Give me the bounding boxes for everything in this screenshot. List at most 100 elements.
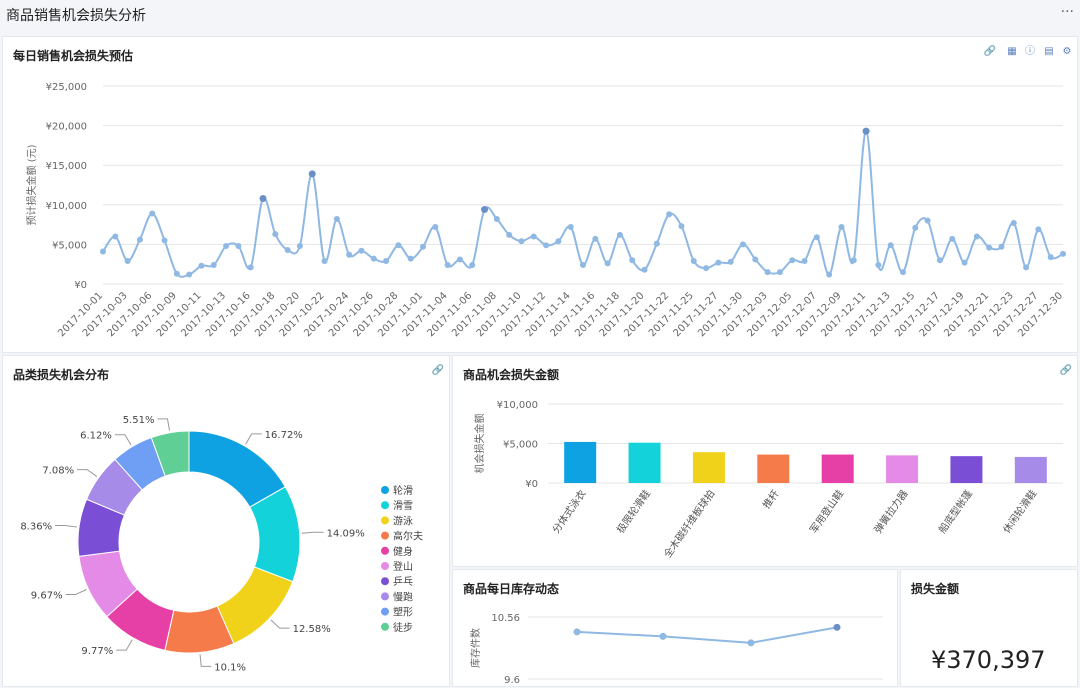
data-point	[776, 269, 783, 276]
y-tick-label: ¥10,000	[497, 400, 538, 411]
donut-slice	[150, 430, 190, 477]
data-point	[308, 170, 316, 178]
x-tick-label: 分体式泳衣	[549, 487, 588, 535]
data-point	[432, 223, 439, 230]
leader-line	[157, 418, 171, 431]
data-point	[801, 258, 808, 265]
more-options-icon[interactable]: ···	[1060, 4, 1074, 20]
y-tick-label: 9.6	[504, 675, 520, 686]
data-point	[407, 255, 414, 262]
data-point	[659, 632, 667, 640]
data-point	[1010, 220, 1017, 227]
data-point	[900, 269, 906, 276]
data-point	[580, 261, 586, 268]
leader-line	[301, 531, 324, 534]
gear-icon[interactable]: ⚙	[1062, 46, 1072, 57]
data-point	[198, 262, 205, 269]
data-point	[813, 234, 820, 241]
link-icon[interactable]: 🔗	[431, 365, 445, 376]
data-point	[186, 271, 193, 278]
x-tick-label: 全木碳纤维板球拍	[661, 487, 718, 560]
data-point	[862, 127, 870, 135]
data-point	[850, 257, 857, 264]
data-point	[1023, 264, 1030, 271]
x-tick-label: 弹簧拉力器	[871, 487, 910, 535]
info-icon[interactable]: ⓘ	[1025, 46, 1035, 57]
data-point	[506, 231, 513, 238]
legend-label: 游泳	[393, 514, 413, 527]
link-icon[interactable]: 🔗	[983, 46, 997, 57]
x-tick-label: 休闲轮滑鞋	[1000, 487, 1039, 535]
bar	[757, 454, 790, 483]
x-tick-label: 极限轮滑鞋	[614, 487, 653, 535]
data-point	[752, 256, 759, 263]
legend-marker	[381, 531, 389, 540]
top-bar: 商品销售机会损失分析 ···	[0, 0, 1080, 30]
data-point	[284, 246, 291, 253]
data-point	[826, 271, 833, 278]
page-title: 商品销售机会损失分析	[6, 8, 146, 24]
data-point	[136, 236, 143, 243]
data-point	[235, 242, 242, 249]
data-point	[912, 224, 919, 231]
category-panel: 品类损失机会分布 🔗 16.72% 14.09% 12.58% 10.1% 9.77% 9…	[2, 355, 450, 687]
leader-line	[245, 433, 262, 445]
data-point	[838, 223, 845, 230]
data-point	[395, 242, 402, 249]
data-point	[100, 248, 106, 255]
y-tick-label: ¥0	[525, 479, 538, 490]
slice-value-label: 5.51%	[123, 415, 155, 426]
data-point	[961, 259, 968, 266]
data-point	[444, 261, 451, 268]
slice-value-label: 16.72%	[265, 430, 303, 441]
legend-label: 轮滑	[393, 484, 413, 497]
leader-line	[270, 619, 290, 629]
stock-title: 商品每日库存动态	[463, 582, 560, 596]
legend-marker	[381, 501, 389, 510]
daily-loss-chart: ¥0 ¥5,000 ¥10,000 ¥15,000 ¥20,000 ¥25,000 预计损失…	[25, 82, 1066, 339]
export-icon[interactable]: ▤	[1044, 46, 1054, 57]
data-point	[259, 194, 267, 202]
data-point	[383, 258, 390, 265]
data-point	[1035, 226, 1042, 233]
data-point	[924, 217, 931, 224]
daily-loss-panel: 每日销售机会损失预估 🔗 ▦ ⓘ ▤ ⚙ ¥0 ¥5,000 ¥10,000 ¥15,…	[2, 36, 1078, 353]
data-point	[604, 260, 611, 267]
data-point	[986, 244, 993, 251]
data-point	[481, 206, 489, 214]
slice-value-label: 7.08%	[42, 466, 74, 477]
legend-marker	[381, 486, 389, 494]
data-point	[653, 240, 660, 247]
slice-value-label: 12.58%	[293, 624, 331, 635]
data-point	[764, 269, 771, 276]
data-point	[247, 264, 254, 271]
link-icon[interactable]: 🔗	[1059, 365, 1073, 376]
legend-marker	[381, 592, 389, 601]
legend-marker	[381, 577, 389, 586]
data-point	[149, 210, 156, 217]
bar	[821, 454, 854, 483]
table-icon[interactable]: ▦	[1007, 46, 1017, 57]
data-point	[223, 242, 230, 249]
stock-line-chart: 9.6 10.56 库存件数	[469, 613, 883, 686]
data-point	[456, 256, 463, 263]
data-point	[592, 235, 599, 242]
category-title: 品类损失机会分布	[13, 368, 110, 382]
leader-line	[65, 589, 87, 596]
y-axis-label: 预计损失金额 (元)	[25, 144, 38, 225]
data-point	[173, 270, 180, 277]
slice-value-label: 10.1%	[214, 662, 246, 673]
bar	[564, 441, 597, 483]
total-amount: ¥370,397	[931, 646, 1046, 674]
data-point	[936, 257, 943, 264]
data-point	[333, 216, 340, 223]
y-tick-label: ¥25,000	[46, 82, 87, 93]
legend-marker	[381, 622, 389, 631]
x-tick-label: 推杆	[760, 487, 782, 511]
data-point	[346, 251, 353, 258]
bar	[950, 456, 983, 483]
leader-line	[116, 639, 133, 651]
data-point	[1047, 254, 1054, 261]
data-point	[420, 243, 426, 250]
data-point	[321, 258, 328, 265]
